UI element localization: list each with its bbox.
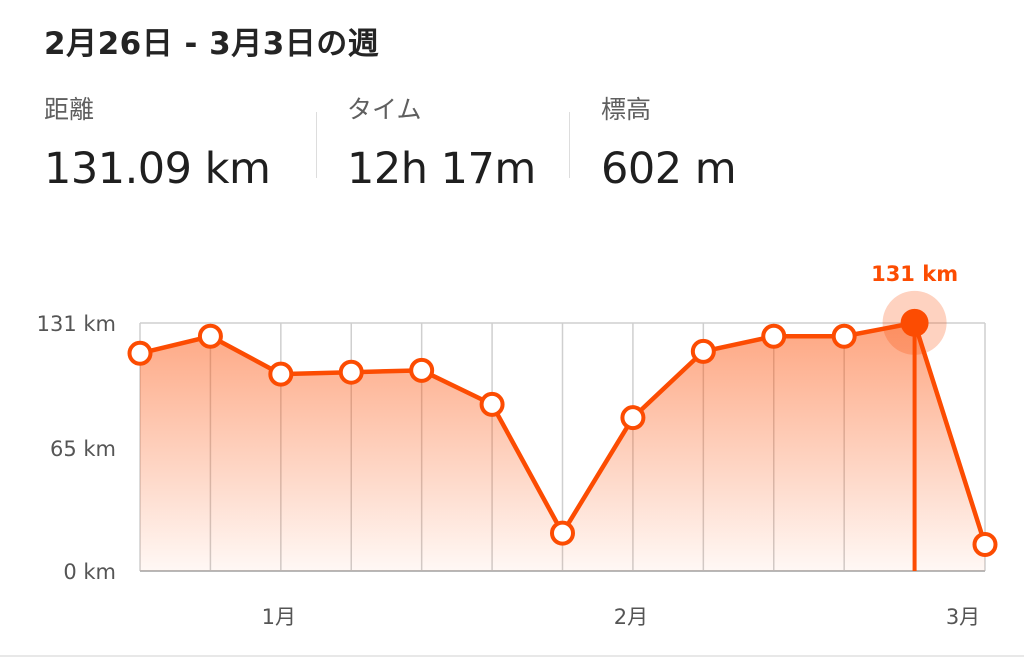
x-tick-label: 3月	[946, 605, 980, 629]
area-fill	[140, 322, 985, 571]
time-value: 12h 17m	[347, 144, 536, 194]
distance-value: 131.09 km	[44, 144, 271, 194]
highlight-value-label: 131 km	[871, 262, 958, 286]
stat-divider-2	[569, 112, 570, 178]
time-stat: タイム 12h 17m	[347, 90, 536, 194]
data-points	[127, 290, 998, 557]
data-point	[268, 361, 294, 387]
distance-stat: 距離 131.09 km	[44, 90, 271, 194]
time-label: タイム	[347, 95, 422, 124]
data-point	[197, 323, 223, 349]
x-tick-label: 2月	[614, 605, 648, 629]
elevation-label: 標高	[601, 95, 652, 124]
data-point	[550, 520, 575, 546]
data-point	[831, 323, 857, 349]
data-point	[338, 359, 364, 385]
y-tick-label: 65 km	[50, 437, 116, 461]
area-shape	[140, 322, 985, 571]
data-point	[127, 340, 153, 366]
y-tick-label: 0 km	[63, 560, 116, 584]
data-point	[690, 338, 716, 364]
data-point	[620, 405, 646, 431]
distance-label: 距離	[44, 95, 95, 124]
stat-divider-1	[316, 112, 317, 178]
bottom-divider	[0, 655, 1024, 657]
page-title: 2月26日 - 3月3日の週	[44, 26, 380, 62]
data-point	[409, 357, 435, 383]
highlight-point	[900, 308, 929, 337]
data-point	[761, 323, 787, 349]
elevation-value: 602 m	[601, 144, 737, 194]
data-point	[479, 391, 505, 417]
y-tick-label: 131 km	[37, 312, 116, 336]
axis-labels: 131 km 0 km 65 km 131 km 1月 2月 3月	[37, 262, 981, 629]
elevation-stat: 標高 602 m	[601, 90, 737, 194]
x-tick-label: 1月	[262, 605, 296, 629]
data-point	[972, 531, 998, 557]
